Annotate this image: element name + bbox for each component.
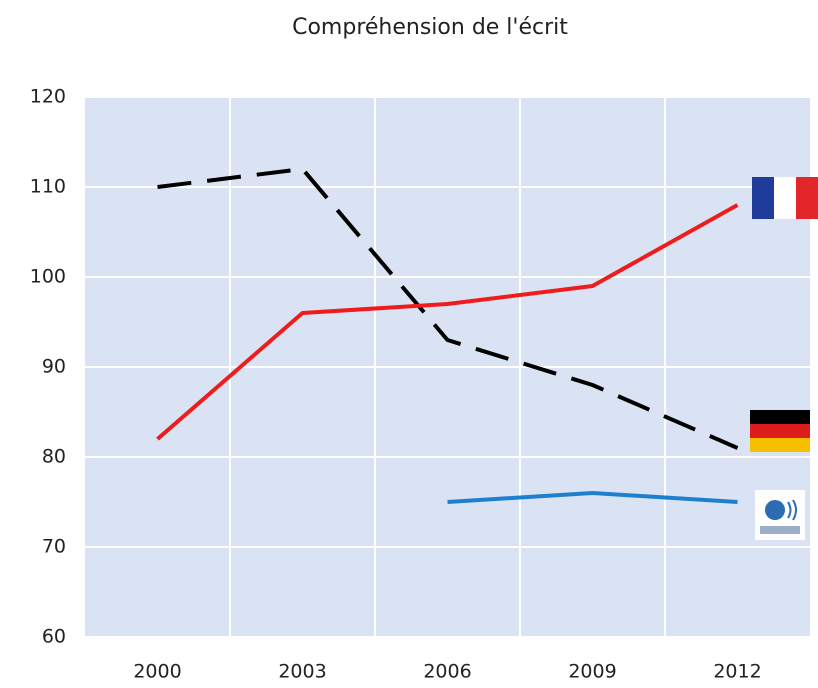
- y-tick-label: 90: [42, 356, 66, 378]
- y-tick-label: 60: [42, 626, 66, 648]
- x-tick-label: 2003: [278, 661, 326, 683]
- flag-stripe: [750, 438, 810, 452]
- flag-germany: [750, 410, 810, 452]
- flag-france: [752, 177, 818, 219]
- y-tick-label: 120: [30, 86, 66, 108]
- x-tick-label: 2000: [133, 661, 181, 683]
- flag-stripe: [750, 424, 810, 438]
- x-tick-label: 2006: [423, 661, 471, 683]
- x-tick-label: 2009: [568, 661, 616, 683]
- flag-stripe: [796, 177, 818, 219]
- y-tick-label: 70: [42, 536, 66, 558]
- grid: [85, 96, 810, 638]
- logo-arcs: [787, 499, 797, 521]
- flag-stripe: [752, 177, 774, 219]
- lines: [156, 167, 739, 504]
- series-line: [156, 203, 739, 441]
- y-tick-label: 80: [42, 446, 66, 468]
- oecd-logo: [755, 490, 805, 540]
- flag-stripe: [774, 177, 796, 219]
- series-line: [447, 491, 738, 504]
- chart-title: Compréhension de l'écrit: [292, 15, 568, 40]
- logo-globe: [765, 500, 785, 520]
- y-tick-label: 110: [30, 176, 66, 198]
- flag-stripe: [750, 410, 810, 424]
- y-tick-label: 100: [30, 266, 66, 288]
- logo-text: [760, 526, 800, 534]
- series-line: [157, 167, 739, 450]
- x-tick-label: 2012: [713, 661, 761, 683]
